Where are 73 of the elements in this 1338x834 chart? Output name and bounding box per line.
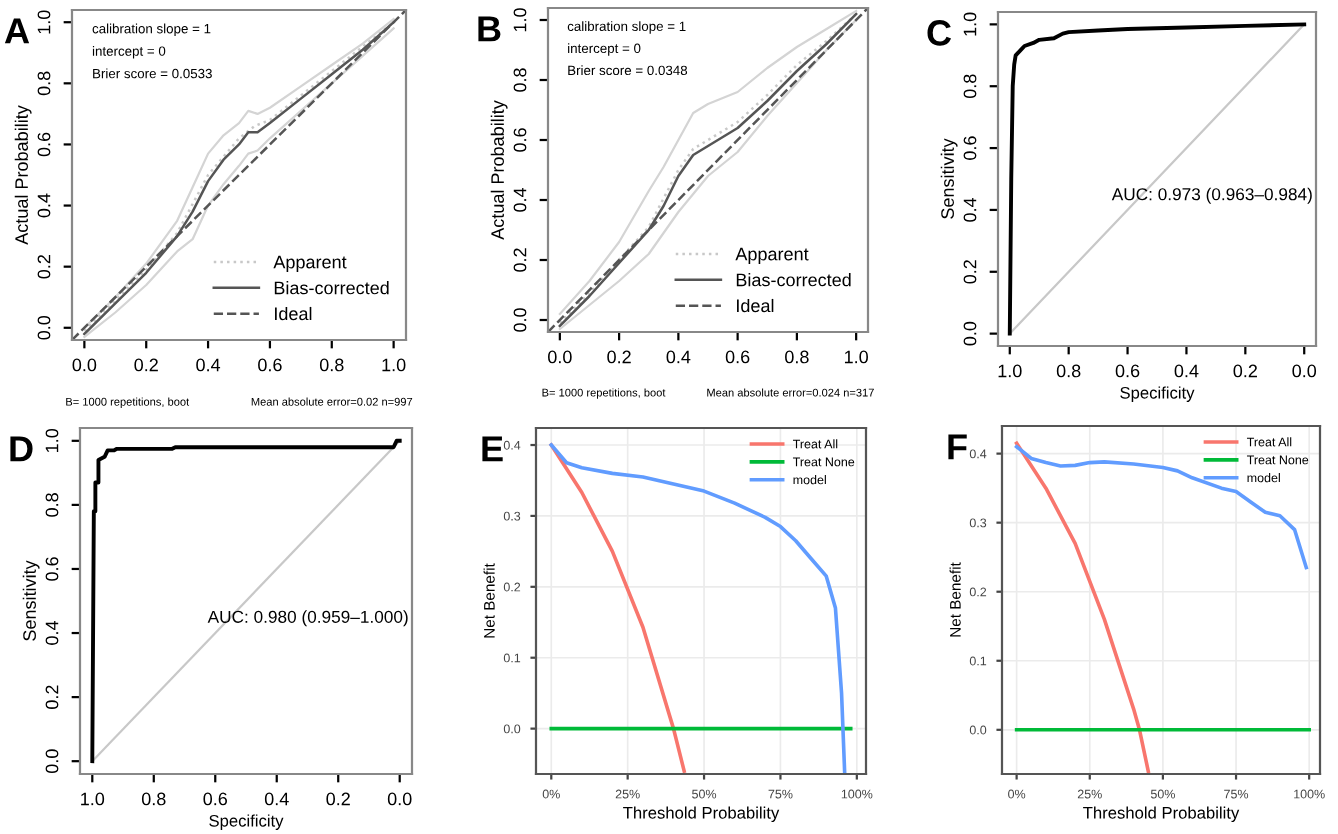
legend-label: Ideal <box>737 298 774 313</box>
y-axis-title: Actual Probability <box>14 105 32 245</box>
x-axis-title: Specificity <box>1120 386 1195 402</box>
y-tick-label: 0.2 <box>37 255 51 279</box>
x-tick-label: 0.8 <box>785 350 809 364</box>
y-tick-label: 0.8 <box>45 493 59 517</box>
y-axis-title: Actual Probability <box>490 100 508 240</box>
x-tick-label: 0.6 <box>203 792 228 806</box>
line-series <box>549 443 686 773</box>
y-tick-label: 0.0 <box>963 321 977 346</box>
chart-title: C <box>927 20 952 46</box>
chart-title: A <box>4 18 30 44</box>
legend-label: Apparent <box>735 247 809 265</box>
x-tick-label: 0.6 <box>725 350 750 364</box>
x-tick-label: 0.2 <box>326 792 350 806</box>
y-tick-label: 0.2 <box>963 260 977 284</box>
x-tick-label: 0.0 <box>548 350 572 364</box>
y-tick-label: 1.0 <box>963 12 977 36</box>
x-tick-label: 0.8 <box>141 792 166 806</box>
annotation: AUC: 0.980 (0.959–1.000) <box>207 610 408 627</box>
legend-label: Apparent <box>273 255 347 273</box>
x-tick-label: 0.0 <box>72 358 97 372</box>
x-tick-label: 1.0 <box>998 364 1022 378</box>
x-tick-label: 0.8 <box>319 358 344 372</box>
y-tick-label: 0.4 <box>37 193 51 218</box>
chart-title: E <box>482 436 503 462</box>
y-tick-label: 0.8 <box>37 71 51 96</box>
y-tick-label: 0.6 <box>963 136 977 160</box>
y-tick-label: 0.4 <box>45 621 59 645</box>
legend-label: Bias-corrected <box>736 273 851 287</box>
chart-title: B <box>478 16 501 42</box>
y-tick-label: 1.0 <box>45 428 59 452</box>
y-tick-label: 0.6 <box>45 557 59 581</box>
y-tick-label: 0.6 <box>513 128 527 152</box>
x-tick-label: 0.4 <box>1174 364 1199 378</box>
y-tick-label: 0.0 <box>37 315 51 340</box>
y-axis-title: Sensitivity <box>940 138 958 219</box>
x-tick-label: 0.0 <box>1292 364 1317 378</box>
chart-title: F <box>948 434 967 460</box>
y-tick-label: 0.0 <box>513 308 527 332</box>
x-axis-title: Threshold Probability <box>623 806 780 823</box>
x-tick-label: 0.6 <box>258 358 282 372</box>
x-tick-label: 0.8 <box>1056 364 1081 378</box>
x-tick-label: 0.2 <box>607 350 631 364</box>
x-tick-label: 0.4 <box>196 358 221 372</box>
line-series <box>1014 441 1151 774</box>
x-axis-title: Threshold Probability <box>1083 806 1240 823</box>
y-tick-label: 0.2 <box>513 248 527 272</box>
y-axis-title: Sensitivity <box>22 560 40 641</box>
line-series <box>1014 444 1309 570</box>
x-tick-label: 0.4 <box>264 792 289 806</box>
y-tick-label: 0.2 <box>45 685 59 709</box>
x-tick-label: 0.6 <box>1115 364 1140 378</box>
chart-title: D <box>10 436 33 462</box>
legend-label: Ideal <box>275 306 312 321</box>
y-tick-label: 1.0 <box>37 10 51 34</box>
y-tick-label: 0.8 <box>963 74 977 99</box>
y-tick-label: 0.4 <box>963 197 977 222</box>
x-tick-label: 1.0 <box>81 792 105 806</box>
y-tick-label: 0.6 <box>37 132 51 157</box>
x-tick-label: 1.0 <box>844 350 868 364</box>
annotation: AUC: 0.973 (0.963–0.984) <box>1111 187 1312 204</box>
x-tick-label: 0.0 <box>387 792 412 806</box>
x-axis-title: Specificity <box>209 814 284 830</box>
y-tick-label: 1.0 <box>513 8 527 32</box>
x-tick-label: 0.2 <box>134 358 158 372</box>
x-tick-label: 0.4 <box>666 350 691 364</box>
y-tick-label: 0.8 <box>513 68 527 92</box>
y-tick-label: 0.4 <box>513 187 527 212</box>
legend-label: Bias-corrected <box>274 281 389 295</box>
x-tick-label: 0.2 <box>1233 364 1257 378</box>
x-tick-label: 1.0 <box>382 358 406 372</box>
y-tick-label: 0.0 <box>45 749 59 774</box>
